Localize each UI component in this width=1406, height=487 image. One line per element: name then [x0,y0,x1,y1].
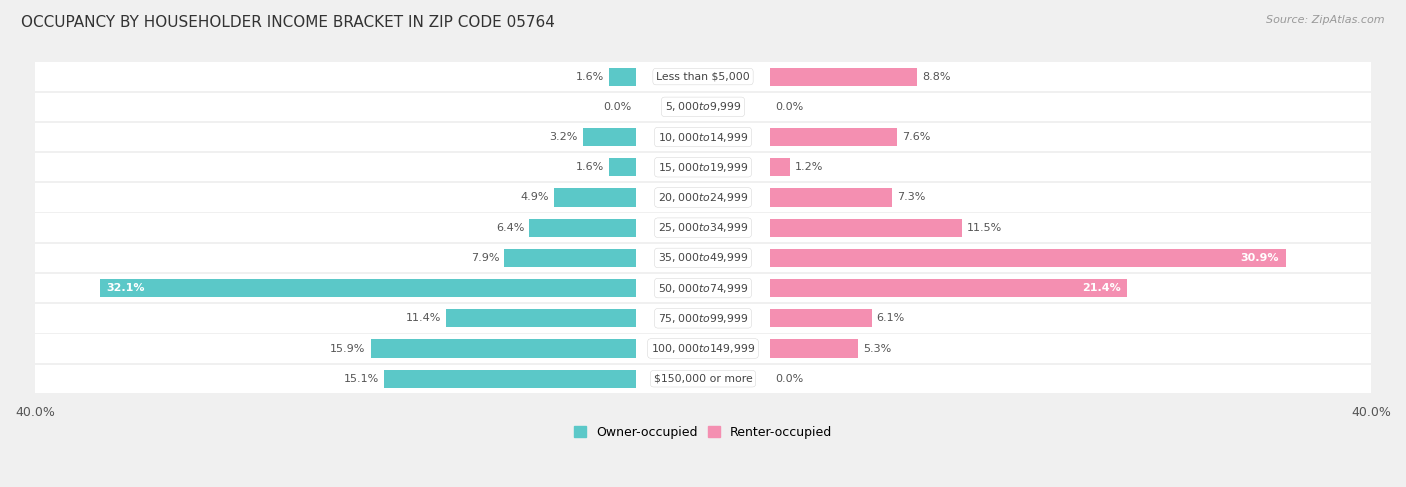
Bar [770,188,891,206]
Text: 5.3%: 5.3% [863,343,891,354]
Bar [446,309,636,327]
Text: 6.1%: 6.1% [877,313,905,323]
Text: OCCUPANCY BY HOUSEHOLDER INCOME BRACKET IN ZIP CODE 05764: OCCUPANCY BY HOUSEHOLDER INCOME BRACKET … [21,15,555,30]
Text: $10,000 to $14,999: $10,000 to $14,999 [658,131,748,144]
Text: $100,000 to $149,999: $100,000 to $149,999 [651,342,755,355]
FancyBboxPatch shape [27,274,1379,302]
Text: $50,000 to $74,999: $50,000 to $74,999 [658,281,748,295]
Bar [609,158,636,176]
Text: Less than $5,000: Less than $5,000 [657,72,749,82]
FancyBboxPatch shape [27,93,1379,121]
Text: $5,000 to $9,999: $5,000 to $9,999 [665,100,741,113]
Text: 11.4%: 11.4% [405,313,441,323]
Bar [770,249,1286,267]
Bar [770,219,962,237]
Text: 1.6%: 1.6% [576,72,605,82]
Text: 30.9%: 30.9% [1240,253,1279,263]
Bar [582,128,636,146]
Bar [770,339,858,357]
Bar [505,249,636,267]
FancyBboxPatch shape [27,183,1379,212]
Text: 0.0%: 0.0% [775,374,803,384]
FancyBboxPatch shape [27,153,1379,182]
Text: $75,000 to $99,999: $75,000 to $99,999 [658,312,748,325]
Text: 1.2%: 1.2% [794,162,824,172]
Text: 15.1%: 15.1% [343,374,380,384]
Bar [609,68,636,86]
Text: $15,000 to $19,999: $15,000 to $19,999 [658,161,748,174]
Text: $35,000 to $49,999: $35,000 to $49,999 [658,251,748,264]
Text: 1.6%: 1.6% [576,162,605,172]
Text: 32.1%: 32.1% [107,283,145,293]
Bar [770,158,790,176]
Bar [770,309,872,327]
Bar [384,370,636,388]
Text: Source: ZipAtlas.com: Source: ZipAtlas.com [1267,15,1385,25]
Text: 6.4%: 6.4% [496,223,524,233]
Bar [100,279,636,297]
Bar [529,219,636,237]
Text: $25,000 to $34,999: $25,000 to $34,999 [658,221,748,234]
Text: 8.8%: 8.8% [922,72,950,82]
Bar [770,279,1128,297]
Text: 21.4%: 21.4% [1081,283,1121,293]
Legend: Owner-occupied, Renter-occupied: Owner-occupied, Renter-occupied [568,421,838,444]
Bar [371,339,636,357]
FancyBboxPatch shape [27,244,1379,272]
FancyBboxPatch shape [27,62,1379,91]
Text: 0.0%: 0.0% [775,102,803,112]
Text: 3.2%: 3.2% [550,132,578,142]
FancyBboxPatch shape [27,123,1379,151]
FancyBboxPatch shape [27,213,1379,242]
FancyBboxPatch shape [27,304,1379,333]
FancyBboxPatch shape [27,365,1379,393]
Text: $20,000 to $24,999: $20,000 to $24,999 [658,191,748,204]
Text: 11.5%: 11.5% [967,223,1002,233]
Text: $150,000 or more: $150,000 or more [654,374,752,384]
Text: 7.6%: 7.6% [901,132,931,142]
Text: 0.0%: 0.0% [603,102,631,112]
Bar [770,68,917,86]
Text: 7.3%: 7.3% [897,192,925,203]
Bar [770,128,897,146]
Bar [554,188,636,206]
Text: 4.9%: 4.9% [520,192,550,203]
Text: 15.9%: 15.9% [330,343,366,354]
FancyBboxPatch shape [27,335,1379,363]
Text: 7.9%: 7.9% [471,253,499,263]
